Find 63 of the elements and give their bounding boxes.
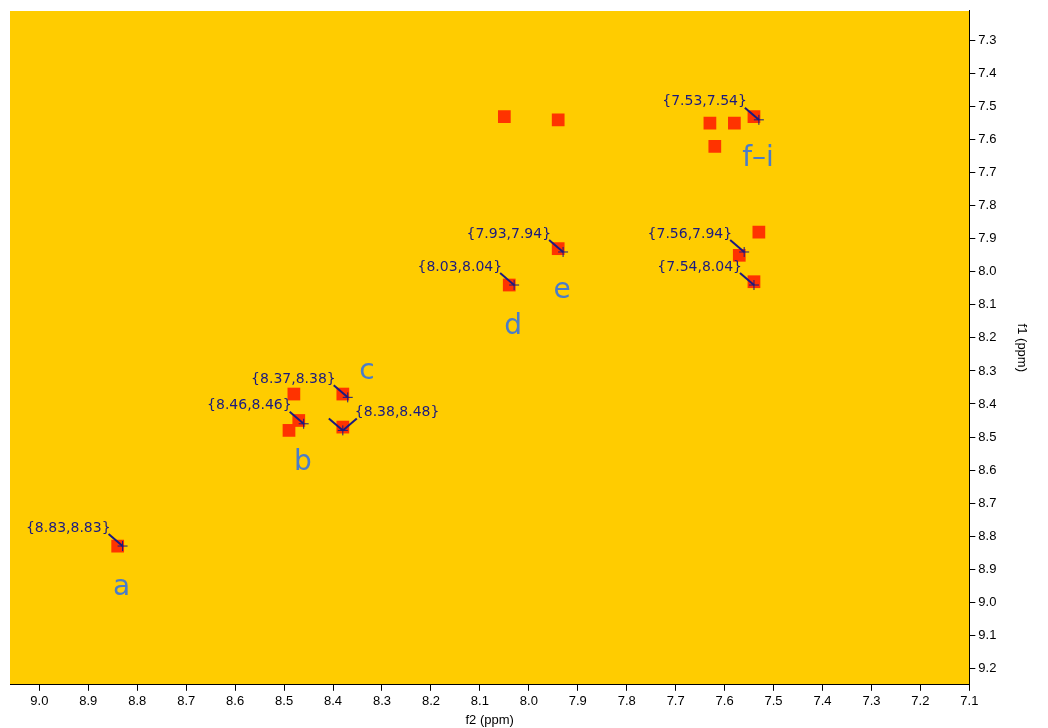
x-tick-label: 8.5 [275,693,294,709]
y-tick-label: 7.8 [978,197,997,213]
x-tick-label: 7.6 [715,693,734,709]
x-tick-label: 8.2 [421,693,440,709]
annotation: {7.53,7.54} [662,92,747,109]
x-tick-label: 7.9 [568,693,587,709]
y-tick-label: 7.4 [978,65,997,81]
y-tick-label: 7.6 [978,131,997,147]
y-tick-label: 7.7 [978,164,997,180]
y-tick-label: 8.2 [978,329,997,345]
y-tick-label: 7.3 [978,32,997,48]
x-tick-label: 8.1 [470,693,489,709]
x-tick-label: 8.4 [324,693,343,709]
annotation: b [293,443,312,477]
point [752,225,766,239]
y-tick-label: 7.5 [978,98,997,114]
annotation: d [504,308,523,342]
point [728,116,741,130]
x-tick-label: 7.1 [960,693,979,709]
annotation: {8.03,8.04} [417,257,503,274]
x-axis-title: f2 (ppm) [465,711,514,727]
point [282,424,296,437]
y-tick-label: 8.9 [978,560,997,576]
annotation: {8.46,8.46} [207,396,292,413]
annotation: {7.54,8.04} [657,257,742,274]
y-tick-label: 8.8 [978,527,997,543]
x-tick-label: 7.3 [862,693,881,709]
x-tick-label: 8.6 [226,693,245,709]
annotation: c [359,353,375,387]
annotation: {8.83,8.83} [25,518,111,535]
y-tick-label: 9.2 [978,659,997,675]
y-tick-label: 8.6 [978,461,997,477]
x-tick-label: 8.0 [519,693,538,709]
x-tick-label: 9.0 [30,693,49,709]
annotation: {7.56,7.94} [647,224,733,241]
point [708,139,722,153]
annotation: e [553,271,571,305]
annotation: {8.38,8.48} [354,403,440,420]
y-tick-label: 9.1 [978,626,997,642]
y-tick-label: 8.3 [978,362,997,378]
y-tick-label: 7.9 [978,230,997,246]
x-tick-label: 7.5 [764,693,783,709]
y-tick-label: 8.7 [978,494,997,510]
x-tick-label: 8.3 [372,693,392,709]
point [497,110,511,123]
x-tick-label: 7.2 [911,693,930,709]
annotation: f–i [742,139,774,173]
x-tick-label: 8.9 [79,693,98,709]
x-tick-label: 8.8 [128,693,147,709]
x-tick-label: 7.8 [617,693,636,709]
x-tick-label: 7.4 [813,693,832,709]
y-tick-label: 8.5 [978,428,997,444]
x-tick-label: 8.7 [177,693,196,709]
y-tick-label: 8.1 [978,296,997,312]
y-tick-label: 8.0 [978,263,997,279]
annotation: a [113,569,131,603]
annotation: {8.37,8.38} [251,370,336,386]
point [551,113,565,127]
annotation: {7.93,7.94} [466,224,552,241]
y-axis-title: f1 (ppm) [1014,323,1030,372]
y-tick-label: 9.0 [978,593,997,609]
y-tick-label: 8.4 [978,395,997,411]
x-tick-label: 7.7 [666,693,685,709]
